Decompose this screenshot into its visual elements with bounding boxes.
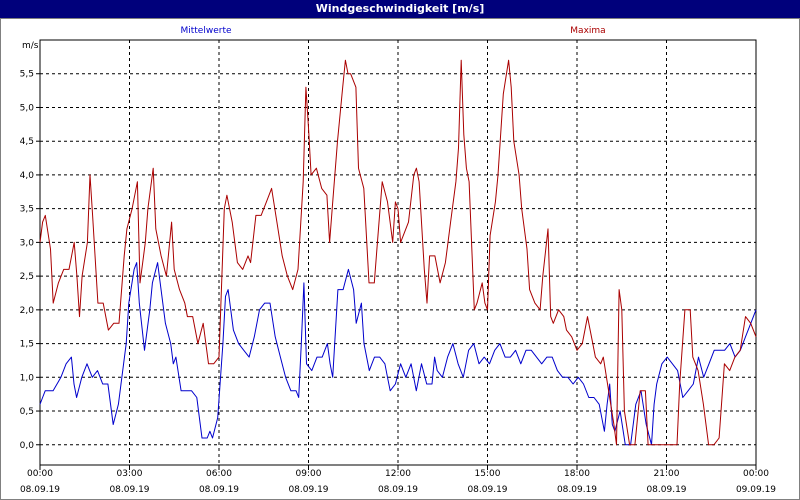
x-tick-date: 08.09.19 [646, 485, 686, 495]
y-tick-label: 5,5 [20, 70, 34, 80]
y-tick-label: 1,0 [20, 373, 35, 383]
x-tick-date: 08.09.19 [288, 485, 328, 495]
y-tick-label: 4,5 [20, 137, 34, 147]
x-tick-time: 06:00 [206, 469, 232, 479]
x-tick-date: 09.09.19 [736, 485, 776, 495]
x-tick-time: 09:00 [296, 469, 322, 479]
y-tick-label: 3,0 [20, 238, 35, 248]
x-tick-date: 08.09.19 [109, 485, 149, 495]
chart-frame [0, 18, 800, 500]
legend-entry: Mittelwerte [180, 26, 231, 36]
y-tick-label: 0,5 [20, 407, 34, 417]
x-tick-time: 15:00 [475, 469, 501, 479]
y-tick-label: 1,5 [20, 340, 34, 350]
x-axis: 00:00 08.09.19 03:00 08.09.19 06:00 08.09.19 0… [20, 465, 776, 495]
x-tick-date: 08.09.19 [467, 485, 507, 495]
y-tick-label: 4,0 [20, 171, 35, 181]
y-axis: 0,0 0,5 1,0 1,5 2,0 2,5 3,0 3,5 4,0 4,5 5,0 5,5 [20, 70, 40, 451]
legend: Mittelwerte Maxima [180, 26, 605, 36]
x-tick-date: 08.09.19 [199, 485, 239, 495]
wind-speed-chart: 0,0 0,5 1,0 1,5 2,0 2,5 3,0 3,5 4,0 4,5 5,0 5,5 00:… [0, 18, 800, 500]
x-tick-date: 08.09.19 [557, 485, 597, 495]
x-tick-date: 08.09.19 [378, 485, 418, 495]
legend-entry: Maxima [570, 26, 605, 36]
x-tick-time: 03:00 [117, 469, 143, 479]
y-tick-label: 2,5 [20, 272, 34, 282]
x-tick-time: 18:00 [564, 469, 590, 479]
y-tick-label: 3,5 [20, 205, 34, 215]
y-tick-label: 0,0 [20, 441, 35, 451]
y-axis-label: m/s [22, 41, 39, 51]
window-title: Windgeschwindigkeit [m/s] [0, 0, 800, 18]
x-tick-time: 00:00 [27, 469, 53, 479]
x-tick-time: 12:00 [385, 469, 411, 479]
y-tick-label: 5,0 [20, 103, 35, 113]
series-layer [39, 59, 757, 446]
y-tick-label: 2,0 [20, 306, 35, 316]
series-line-mittelwerte [39, 262, 757, 446]
series-line-maxima [39, 59, 757, 446]
x-tick-time: 21:00 [654, 469, 680, 479]
x-tick-date: 08.09.19 [20, 485, 60, 495]
x-tick-time: 00:00 [743, 469, 769, 479]
